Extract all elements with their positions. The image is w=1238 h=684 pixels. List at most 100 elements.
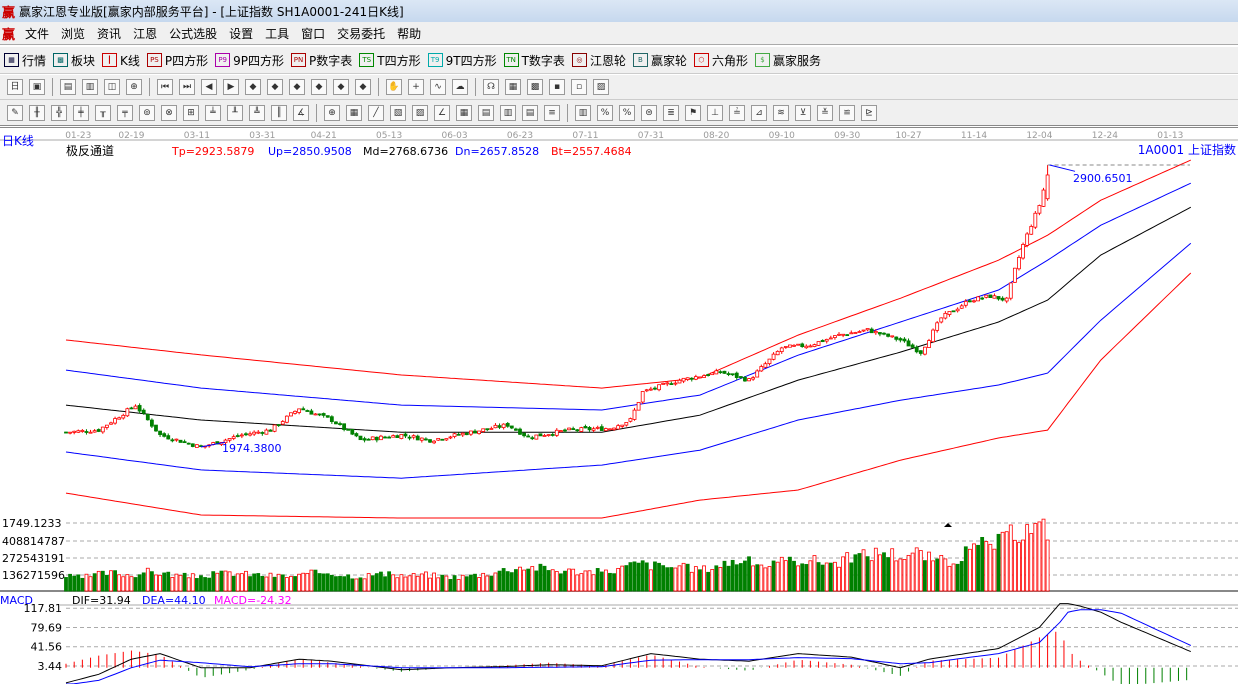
gann-fan-icon[interactable]: ╪ — [73, 104, 89, 121]
toolbar-button[interactable]: $ 赢家服务 — [754, 52, 821, 69]
toolbar-button[interactable]: P9 9P四方形 — [215, 52, 284, 69]
candle-body — [481, 428, 486, 432]
flag-icon[interactable]: ⊥ — [707, 104, 723, 121]
first-icon[interactable]: ⏮ — [157, 79, 173, 95]
toolbar-button[interactable]: TN T数字表 — [503, 52, 565, 69]
bar-icon[interactable]: % — [597, 104, 613, 121]
chart-type-icon[interactable]: ▣ — [29, 79, 45, 95]
line-icon[interactable]: ∿ — [430, 79, 446, 95]
toolbar-button[interactable]: ┃ K线 — [102, 52, 140, 69]
toolbar-button[interactable]: ◎ 江恩轮 — [571, 52, 626, 69]
arrow-icon[interactable]: ⊞ — [183, 104, 199, 121]
copy-icon[interactable]: ▫ — [571, 79, 587, 95]
pen-icon[interactable]: ✎ — [7, 104, 23, 121]
menu-item[interactable]: 资讯 — [97, 26, 122, 41]
angle-icon[interactable]: ▥ — [500, 104, 516, 121]
save-icon[interactable]: ▪ — [549, 79, 565, 95]
level3-icon[interactable]: ≋ — [773, 104, 789, 121]
toolbar-button[interactable]: TS T四方形 — [359, 52, 421, 69]
last-icon[interactable]: ⏭ — [179, 79, 195, 95]
circle-icon[interactable]: ⊗ — [161, 104, 177, 121]
pct-icon[interactable]: ⊜ — [641, 104, 657, 121]
spiral-icon[interactable]: ╨ — [227, 104, 243, 121]
table2-icon[interactable]: ≡ — [544, 104, 560, 121]
shrink-icon[interactable]: ◆ — [355, 79, 371, 95]
fan2-icon[interactable]: ∠ — [434, 104, 450, 121]
level-icon[interactable]: ≟ — [729, 104, 745, 121]
candle-body — [272, 424, 277, 432]
menu-item[interactable]: 文件 — [25, 26, 50, 41]
calculator-icon[interactable]: ▩ — [527, 79, 543, 95]
volume-bar — [415, 575, 420, 592]
zoom-out-icon[interactable]: ◆ — [267, 79, 283, 95]
bars-icon[interactable]: ▥ — [82, 79, 98, 95]
period-icon[interactable]: 日 — [7, 79, 23, 95]
up-icon[interactable]: ◆ — [289, 79, 305, 95]
candle-body — [595, 426, 600, 429]
toolbar-button[interactable]: B 赢家轮 — [632, 52, 687, 69]
menu-item[interactable]: 工具 — [265, 26, 290, 41]
candle-body — [665, 382, 670, 385]
percent-icon[interactable]: % — [619, 104, 635, 121]
stack-icon[interactable]: ⚑ — [685, 104, 701, 121]
right-icon[interactable]: ▶ — [223, 79, 239, 95]
menu-item[interactable]: 交易委托 — [337, 26, 386, 41]
lines-icon[interactable]: ▥ — [575, 104, 591, 121]
expand-icon[interactable]: ◆ — [333, 79, 349, 95]
channel-icon[interactable]: ▦ — [456, 104, 472, 121]
volume-bar — [313, 569, 318, 592]
toolbar-button[interactable]: ▩ 板块 — [53, 52, 95, 69]
toolbar-button[interactable]: PS P四方形 — [146, 52, 208, 69]
left-icon[interactable]: ◀ — [201, 79, 217, 95]
toolbar-button[interactable]: PN P数字表 — [291, 52, 352, 69]
cross-icon[interactable]: + — [408, 79, 424, 95]
level2-icon[interactable]: ⊿ — [751, 104, 767, 121]
cycle-icon[interactable]: ⊚ — [139, 104, 155, 121]
fan-icon[interactable]: ▨ — [412, 104, 428, 121]
box-icon[interactable]: ▧ — [390, 104, 406, 121]
kline-chart[interactable]: 01-23 02-19 03-11 03-31 04-21 05-13 06-03 06-23… — [0, 127, 1238, 684]
calendar-icon[interactable]: ▦ — [505, 79, 521, 95]
level4-icon[interactable]: ⊻ — [795, 104, 811, 121]
grid2-icon[interactable]: ╱ — [368, 104, 384, 121]
toolbar-button[interactable]: ▦ 行情 — [4, 52, 46, 69]
menu-item[interactable]: 帮助 — [397, 26, 422, 41]
parallel-icon[interactable]: ╥ — [95, 104, 111, 121]
fib-icon[interactable]: ╤ — [117, 104, 133, 121]
print-icon[interactable]: ▨ — [593, 79, 609, 95]
ghost-icon[interactable]: ☁ — [452, 79, 468, 95]
volume-bar — [644, 562, 649, 592]
brain-icon[interactable]: ☊ — [483, 79, 499, 95]
menu-item[interactable]: 浏览 — [61, 26, 86, 41]
toolbar-button[interactable]: ⬡ 六角形 — [693, 52, 748, 69]
target-icon[interactable]: ╩ — [249, 104, 265, 121]
toolbar-button[interactable]: T9 9T四方形 — [427, 52, 497, 69]
ellipse-icon[interactable]: ▤ — [478, 104, 494, 121]
ruler-icon[interactable]: ╫ — [29, 104, 45, 121]
square-icon[interactable]: ║ — [271, 104, 287, 121]
level7-icon[interactable]: ⊵ — [861, 104, 877, 121]
arc-icon[interactable]: ╧ — [205, 104, 221, 121]
speed-icon[interactable]: ⊕ — [324, 104, 340, 121]
wave-icon[interactable]: ∡ — [293, 104, 309, 121]
down-icon[interactable]: ◆ — [311, 79, 327, 95]
menu-item[interactable]: 公式选股 — [169, 26, 218, 41]
level5-icon[interactable]: ≚ — [817, 104, 833, 121]
volume-bar — [632, 561, 637, 592]
zoom-in-icon[interactable]: ◆ — [245, 79, 261, 95]
menu-item[interactable]: 设置 — [229, 26, 254, 41]
pan-icon[interactable]: ✋ — [386, 79, 402, 95]
menu-item[interactable]: 窗口 — [301, 26, 326, 41]
level6-icon[interactable]: ≌ — [839, 104, 855, 121]
menu-item[interactable]: 江恩 — [133, 26, 158, 41]
grid-icon[interactable]: ▦ — [346, 104, 362, 121]
select-icon[interactable]: ◫ — [104, 79, 120, 95]
info-icon[interactable]: ▤ — [60, 79, 76, 95]
coin-icon[interactable]: ≣ — [663, 104, 679, 121]
candle-body — [943, 312, 948, 319]
volume-bar — [738, 563, 743, 592]
crosshair-icon[interactable]: ⊕ — [126, 79, 142, 95]
table-icon[interactable]: ▤ — [522, 104, 538, 121]
macd-axis-label: 117.81 — [24, 602, 63, 615]
cross-ruler-icon[interactable]: ╬ — [51, 104, 67, 121]
